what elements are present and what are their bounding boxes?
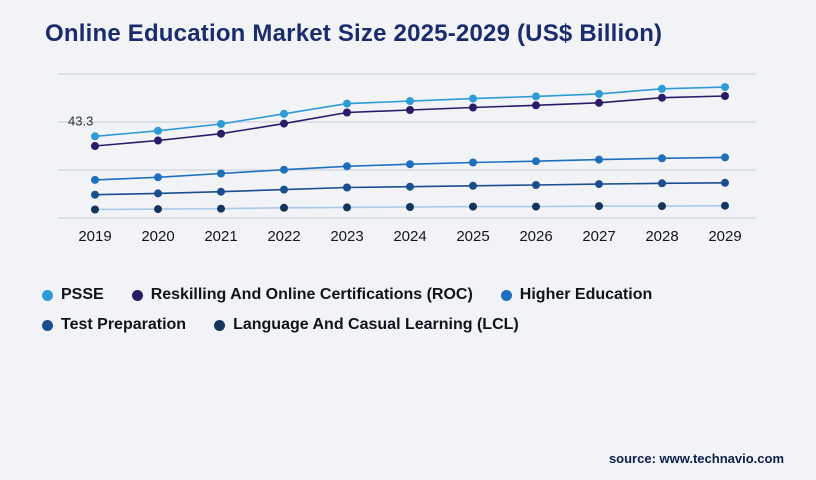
data-point xyxy=(595,155,603,164)
data-point xyxy=(406,203,414,211)
legend-item-3: Test Preparation xyxy=(42,316,186,334)
data-point xyxy=(154,173,162,182)
data-point xyxy=(217,169,225,178)
legend-item-4: Language And Casual Learning (LCL) xyxy=(214,316,519,334)
data-point xyxy=(217,129,225,138)
x-axis-label: 2023 xyxy=(330,228,363,245)
data-point xyxy=(343,183,351,192)
data-point xyxy=(721,153,729,162)
data-point xyxy=(280,203,288,212)
data-point xyxy=(721,83,729,92)
data-point xyxy=(91,132,99,141)
data-point xyxy=(469,94,477,103)
data-point xyxy=(406,182,414,191)
x-axis-label: 2019 xyxy=(78,228,111,245)
x-axis-label: 2021 xyxy=(204,228,237,245)
x-axis-label: 2024 xyxy=(393,228,426,245)
data-point xyxy=(154,205,162,214)
legend-label: Language And Casual Learning (LCL) xyxy=(233,316,519,333)
data-point xyxy=(280,165,288,174)
data-point xyxy=(469,181,477,190)
data-point xyxy=(91,175,99,184)
data-point xyxy=(721,178,729,187)
data-point xyxy=(469,158,477,167)
annotation-value: 43.3 xyxy=(68,113,93,128)
chart-area: 2019 2020 2021 2022 2023 2024 2025 2026 2027 2028… xyxy=(40,64,816,252)
data-point xyxy=(217,187,225,196)
legend-dot-icon xyxy=(42,289,53,301)
data-point xyxy=(154,189,162,198)
data-point xyxy=(91,190,99,199)
data-point xyxy=(280,119,288,128)
data-point xyxy=(595,180,603,189)
x-axis-label: 2026 xyxy=(519,228,552,245)
data-point xyxy=(217,120,225,128)
x-axis-label: 2028 xyxy=(645,228,678,245)
legend-dot-icon xyxy=(131,289,143,301)
legend-item-2: Higher Education xyxy=(500,286,653,304)
x-axis-label: 2022 xyxy=(267,228,300,245)
data-point xyxy=(91,142,99,150)
data-point xyxy=(658,84,666,93)
data-point xyxy=(658,179,666,188)
data-point xyxy=(343,108,351,117)
data-point xyxy=(217,204,225,213)
data-point xyxy=(469,103,477,112)
legend-item-1: Reskilling And Online Certifications (RO… xyxy=(131,286,473,304)
x-axis-label: 2029 xyxy=(708,228,741,245)
legend-label: Higher Education xyxy=(519,286,653,303)
data-point xyxy=(658,202,666,211)
legend-dot-icon xyxy=(214,319,226,331)
legend-label: PSSE xyxy=(61,286,104,303)
data-point xyxy=(154,136,162,145)
x-axis-label: 2025 xyxy=(456,228,489,245)
legend-label: Reskilling And Online Certifications (RO… xyxy=(150,286,473,303)
data-point xyxy=(280,185,288,194)
data-point xyxy=(343,99,351,108)
data-point xyxy=(532,181,540,189)
data-point xyxy=(469,202,477,211)
data-point xyxy=(280,109,288,118)
data-point xyxy=(658,93,666,102)
legend-dot-icon xyxy=(500,289,512,301)
chart-svg: 2019 2020 2021 2022 2023 2024 2025 2026 2027 2028… xyxy=(58,73,756,245)
data-point xyxy=(406,106,414,114)
data-point xyxy=(532,202,540,211)
page-title: Online Education Market Size 2025-2029 (… xyxy=(45,20,663,47)
data-point xyxy=(343,162,351,171)
data-point xyxy=(721,92,729,100)
data-point xyxy=(406,160,414,169)
data-point xyxy=(532,157,540,166)
x-axis-label: 2027 xyxy=(582,228,615,245)
data-point xyxy=(343,203,351,212)
legend-dot-icon xyxy=(42,319,53,331)
legend-label: Test Preparation xyxy=(61,316,187,333)
data-point xyxy=(721,201,729,210)
data-point xyxy=(595,202,603,211)
data-point xyxy=(658,154,666,163)
data-point xyxy=(595,89,603,98)
data-point xyxy=(91,205,99,214)
data-point xyxy=(532,101,540,110)
data-point xyxy=(154,126,162,135)
legend-item-0: PSSE xyxy=(42,286,104,304)
x-axis-label: 2020 xyxy=(141,228,174,245)
data-point xyxy=(532,92,540,101)
data-point xyxy=(406,97,414,106)
legend: PSSE Reskilling And Online Certifications… xyxy=(42,286,742,334)
source-line: source: www.technavio.com xyxy=(608,451,784,466)
data-point xyxy=(595,98,603,107)
